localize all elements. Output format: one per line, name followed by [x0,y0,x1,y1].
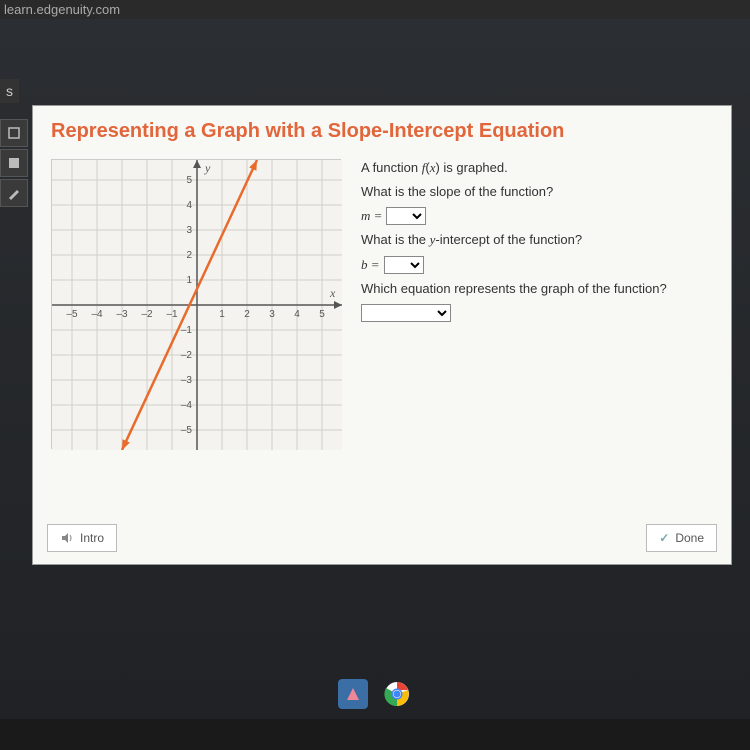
svg-text:–3: –3 [181,375,193,386]
url-bar: learn.edgenuity.com [0,0,750,19]
panel-footer: Intro ✓ Done [47,524,717,552]
desktop-screen: s Representing a Graph with a Slope-Inte… [0,19,750,719]
square-icon [7,126,21,140]
svg-text:2: 2 [186,250,192,261]
task-icon-chrome[interactable] [382,679,412,709]
svg-text:–1: –1 [181,325,193,336]
svg-text:2: 2 [244,309,250,320]
lesson-title: Representing a Graph with a Slope-Interc… [51,120,713,143]
b-dropdown[interactable] [384,256,424,274]
svg-text:x: x [329,286,336,300]
svg-text:–1: –1 [166,309,178,320]
svg-text:5: 5 [186,175,192,186]
svg-text:3: 3 [186,225,192,236]
svg-text:4: 4 [294,309,300,320]
content-row: –5–4–3–2–112345–5–4–3–2–112345xy A funct… [51,159,713,449]
intro-button[interactable]: Intro [47,524,117,552]
done-label: Done [675,531,704,545]
svg-text:1: 1 [186,275,192,286]
tab-indicator: s [0,79,19,103]
svg-text:–2: –2 [141,309,153,320]
svg-text:–5: –5 [66,309,78,320]
intro-text: A function f(x) is graphed. [361,159,713,177]
svg-text:y: y [204,161,211,175]
question-equation: Which equation represents the graph of t… [361,280,713,298]
check-icon: ✓ [659,531,669,545]
b-label: b = [361,257,380,273]
toolbar-btn-2[interactable] [0,149,28,177]
svg-text:3: 3 [269,309,275,320]
svg-text:–3: –3 [116,309,128,320]
svg-text:–4: –4 [181,400,193,411]
m-dropdown[interactable] [386,207,426,225]
left-toolbar [0,119,30,207]
task-icon-1[interactable] [338,679,368,709]
graph-svg: –5–4–3–2–112345–5–4–3–2–112345xy [52,160,342,450]
taskbar [0,669,750,719]
m-label: m = [361,208,382,224]
svg-text:5: 5 [319,309,325,320]
svg-text:–4: –4 [91,309,103,320]
lesson-panel: Representing a Graph with a Slope-Interc… [32,105,732,565]
svg-text:4: 4 [186,200,192,211]
speaker-icon [60,531,74,545]
question-slope: What is the slope of the function? [361,183,713,201]
svg-text:1: 1 [219,309,225,320]
svg-text:–2: –2 [181,350,193,361]
svg-text:–5: –5 [181,425,193,436]
note-icon [7,156,21,170]
equation-dropdown[interactable] [361,304,451,322]
question-intercept: What is the y-intercept of the function? [361,231,713,249]
toolbar-btn-1[interactable] [0,119,28,147]
chrome-icon [384,681,410,707]
done-button[interactable]: ✓ Done [646,524,717,552]
pencil-icon [7,186,21,200]
toolbar-btn-3[interactable] [0,179,28,207]
intro-label: Intro [80,531,104,545]
graph-container: –5–4–3–2–112345–5–4–3–2–112345xy [51,159,341,449]
app-icon [343,684,363,704]
questions-block: A function f(x) is graphed. What is the … [361,159,713,328]
